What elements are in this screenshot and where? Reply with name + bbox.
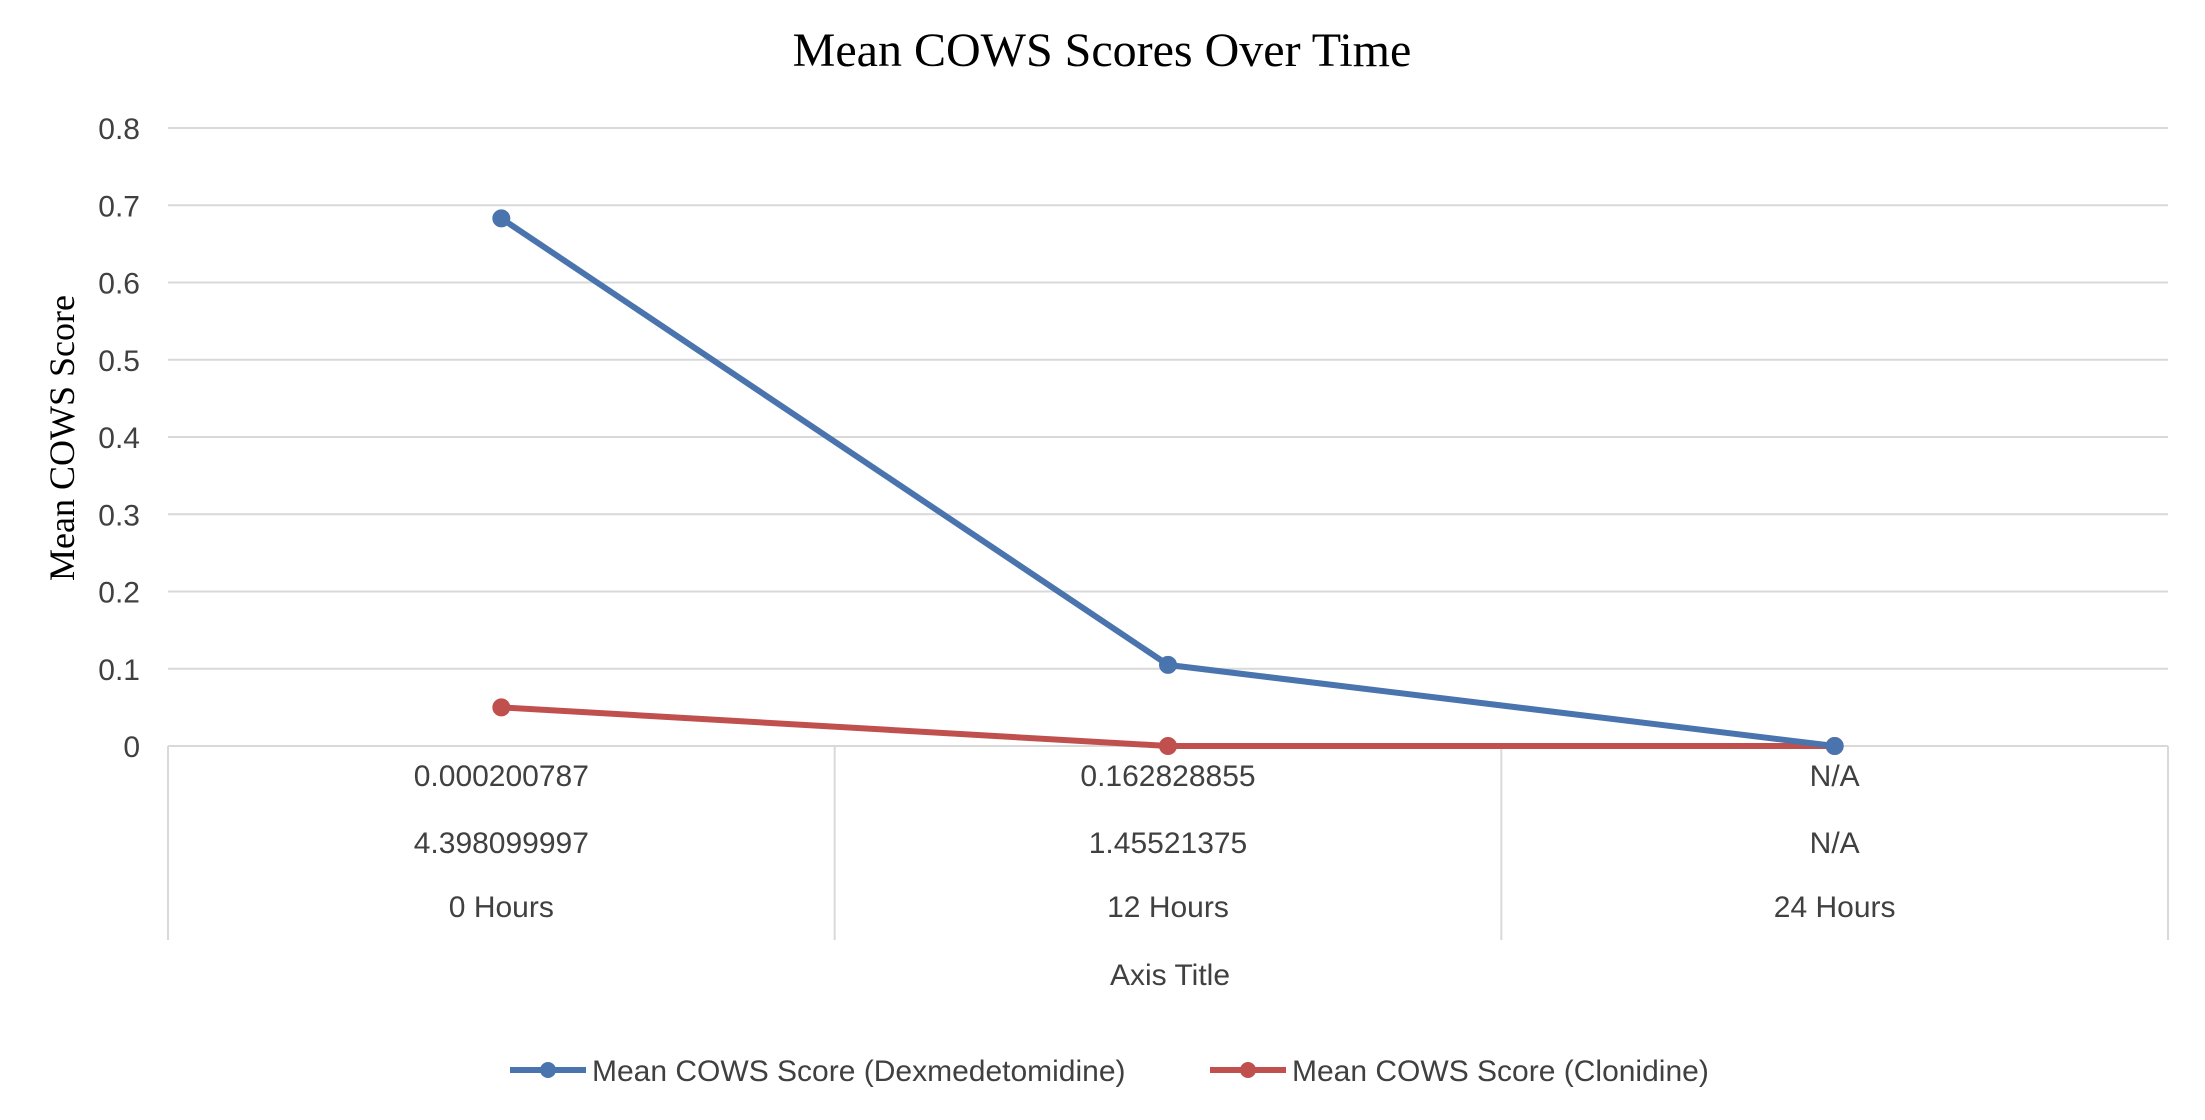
data-point (1825, 737, 1844, 755)
y-axis-label: Mean COWS Score (42, 295, 82, 581)
y-tick-label: 0.4 (98, 422, 140, 455)
y-tick-label: 0.3 (98, 499, 140, 532)
table-cell: N/A (1810, 760, 1860, 793)
table-cell: 0.162828855 (1080, 760, 1255, 793)
y-tick-label: 0.1 (98, 654, 140, 687)
legend-marker (1240, 1062, 1256, 1078)
table-cell: N/A (1810, 827, 1860, 860)
data-point (1159, 737, 1177, 755)
y-tick-label: 0 (123, 731, 140, 764)
y-tick-label: 0.5 (98, 345, 140, 378)
x-tick-label: 0 Hours (449, 891, 554, 924)
x-tick-label: 24 Hours (1774, 891, 1896, 924)
table-cell: 0.000200787 (414, 760, 589, 793)
data-table: 0.000200787 0.162828855 N/A 4.398099997 1.45… (167, 746, 2169, 940)
legend-marker (540, 1062, 556, 1078)
y-tick-label: 0.7 (98, 190, 140, 223)
data-point (492, 698, 511, 717)
y-tick-label: 0.6 (98, 268, 140, 301)
y-tick-label: 0.8 (98, 113, 140, 146)
gridlines (168, 127, 2168, 747)
legend-label: Mean COWS Score (Dexmedetomidine) (592, 1055, 1126, 1088)
series-lines (492, 209, 1844, 755)
table-cell: 4.398099997 (414, 827, 589, 860)
data-point (1159, 655, 1177, 674)
y-tick-labels: 0 0.1 0.2 0.3 0.4 0.5 0.6 0.7 0.8 (98, 113, 140, 764)
legend-label: Mean COWS Score (Clonidine) (1292, 1055, 1709, 1088)
legend: Mean COWS Score (Dexmedetomidine) Mean CO… (510, 1055, 1709, 1088)
y-tick-label: 0.2 (98, 577, 140, 610)
x-axis-label: Axis Title (1110, 959, 1230, 992)
x-tick-label: 12 Hours (1107, 891, 1229, 924)
chart-title: Mean COWS Scores Over Time (793, 24, 1412, 77)
data-point (492, 209, 511, 228)
table-cell: 1.45521375 (1089, 827, 1248, 860)
